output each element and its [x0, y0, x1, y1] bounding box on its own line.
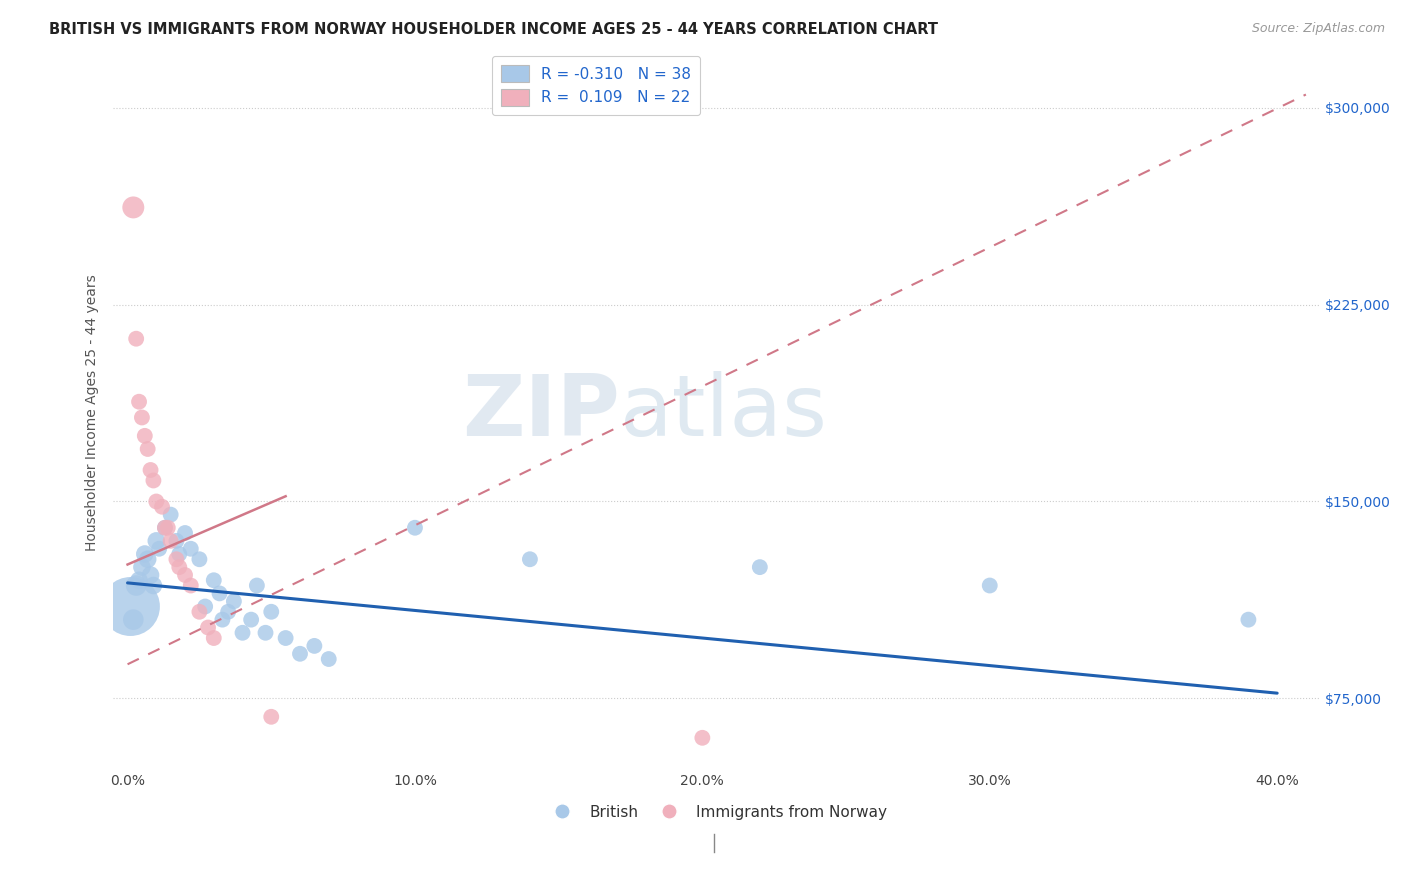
Point: [202, 574, 225, 588]
Point: [122, 201, 145, 215]
Point: [159, 533, 181, 548]
Point: [150, 500, 173, 514]
Point: [217, 605, 239, 619]
Point: [142, 474, 165, 488]
Point: [222, 594, 245, 608]
Text: ZIP: ZIP: [463, 371, 620, 454]
Point: [692, 731, 714, 745]
Point: [174, 568, 197, 582]
Point: [240, 613, 263, 627]
Point: [260, 710, 283, 724]
Point: [142, 578, 165, 592]
Point: [304, 639, 326, 653]
Point: [136, 552, 159, 566]
Point: [136, 442, 159, 456]
Point: [165, 533, 187, 548]
Point: [134, 429, 156, 443]
Point: [318, 652, 340, 666]
Text: Source: ZipAtlas.com: Source: ZipAtlas.com: [1251, 22, 1385, 36]
Point: [194, 599, 217, 614]
Point: [979, 578, 1001, 592]
Point: [202, 631, 225, 645]
Point: [148, 541, 170, 556]
Point: [180, 578, 202, 592]
Text: BRITISH VS IMMIGRANTS FROM NORWAY HOUSEHOLDER INCOME AGES 25 - 44 YEARS CORRELAT: BRITISH VS IMMIGRANTS FROM NORWAY HOUSEH…: [49, 22, 938, 37]
Point: [128, 394, 150, 409]
Point: [145, 533, 167, 548]
Point: [188, 552, 211, 566]
Point: [231, 625, 253, 640]
Point: [125, 332, 148, 346]
Text: atlas: atlas: [620, 371, 828, 454]
Point: [1237, 613, 1260, 627]
Point: [139, 568, 162, 582]
Point: [174, 526, 197, 541]
Point: [404, 521, 426, 535]
Point: [159, 508, 181, 522]
Point: [153, 521, 176, 535]
Point: [153, 521, 176, 535]
Legend: British, Immigrants from Norway: British, Immigrants from Norway: [540, 798, 893, 826]
Point: [131, 560, 153, 574]
Point: [125, 578, 148, 592]
Point: [288, 647, 311, 661]
Point: [254, 625, 277, 640]
Point: [211, 613, 233, 627]
Point: [134, 547, 156, 561]
Point: [519, 552, 541, 566]
Point: [120, 599, 142, 614]
Point: [180, 541, 202, 556]
Point: [188, 605, 211, 619]
Point: [260, 605, 283, 619]
Point: [165, 552, 187, 566]
Point: [145, 494, 167, 508]
Point: [128, 574, 150, 588]
Point: [246, 578, 269, 592]
Point: [156, 521, 179, 535]
Y-axis label: Householder Income Ages 25 - 44 years: Householder Income Ages 25 - 44 years: [86, 274, 100, 550]
Point: [139, 463, 162, 477]
Point: [748, 560, 770, 574]
Point: [208, 586, 231, 600]
Point: [131, 410, 153, 425]
Point: [169, 560, 191, 574]
Point: [122, 613, 145, 627]
Point: [197, 620, 219, 634]
Point: [169, 547, 191, 561]
Point: [274, 631, 297, 645]
